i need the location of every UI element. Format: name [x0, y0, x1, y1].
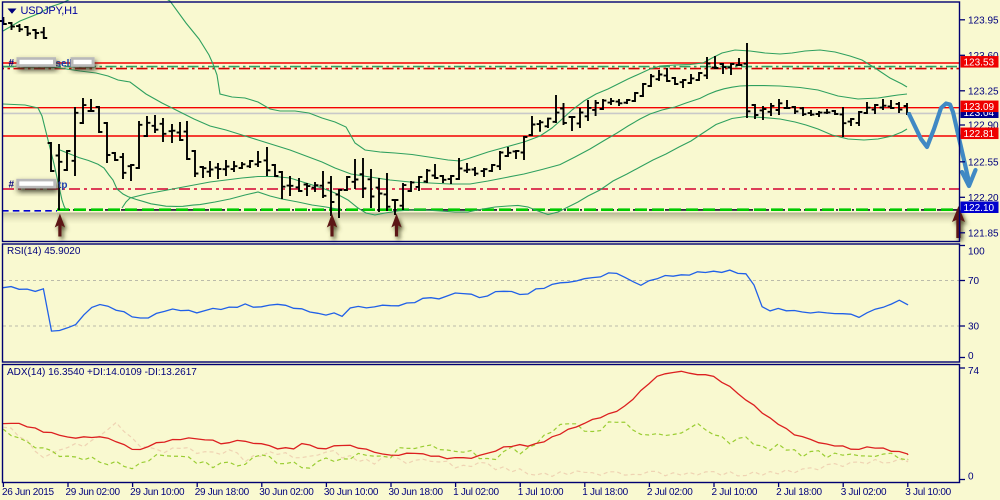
- svg-text:0: 0: [968, 471, 974, 482]
- svg-text:1 Jul 10:00: 1 Jul 10:00: [518, 487, 564, 498]
- svg-text:RSI(14) 45.9020: RSI(14) 45.9020: [7, 246, 81, 257]
- svg-text:122.55: 122.55: [968, 157, 999, 168]
- svg-text:3 Jul 02:00: 3 Jul 02:00: [841, 487, 887, 498]
- svg-text:122.20: 122.20: [968, 193, 999, 204]
- svg-text:74: 74: [968, 366, 980, 377]
- svg-text:1 Jul 18:00: 1 Jul 18:00: [582, 487, 628, 498]
- svg-text:sell: sell: [56, 59, 73, 70]
- svg-text:122.81: 122.81: [964, 129, 995, 140]
- svg-text:123.04: 123.04: [964, 108, 995, 119]
- svg-text:2 Jul 02:00: 2 Jul 02:00: [647, 487, 693, 498]
- svg-text:122.10: 122.10: [964, 203, 995, 214]
- svg-text:123.95: 123.95: [968, 15, 999, 26]
- svg-text:123.09: 123.09: [964, 102, 995, 113]
- svg-text:#: #: [9, 179, 15, 190]
- svg-text:ADX(14) 16.3540 +DI:14.0109 -D: ADX(14) 16.3540 +DI:14.0109 -DI:13.2617: [7, 367, 197, 378]
- svg-text:29 Jun 02:00: 29 Jun 02:00: [66, 487, 121, 498]
- svg-text:2 Jul 18:00: 2 Jul 18:00: [776, 487, 822, 498]
- svg-text:29 Jun 10:00: 29 Jun 10:00: [130, 487, 185, 498]
- svg-text:#: #: [9, 58, 15, 69]
- svg-text:121.85: 121.85: [968, 228, 999, 239]
- svg-text:122.90: 122.90: [968, 121, 999, 132]
- svg-text:30 Jun 18:00: 30 Jun 18:00: [389, 487, 444, 498]
- svg-text:123.25: 123.25: [968, 86, 999, 97]
- svg-text:3 Jul 10:00: 3 Jul 10:00: [905, 487, 951, 498]
- svg-text:1 Jul 02:00: 1 Jul 02:00: [453, 487, 499, 498]
- svg-text:30 Jun 02:00: 30 Jun 02:00: [259, 487, 314, 498]
- svg-text:70: 70: [968, 276, 980, 287]
- svg-text:2 Jul 10:00: 2 Jul 10:00: [712, 487, 758, 498]
- svg-text:100: 100: [968, 246, 985, 257]
- svg-text:30: 30: [968, 322, 980, 333]
- svg-text:26 Jun 2015: 26 Jun 2015: [2, 487, 54, 498]
- svg-text:30 Jun 10:00: 30 Jun 10:00: [324, 487, 379, 498]
- svg-text:29 Jun 18:00: 29 Jun 18:00: [195, 487, 250, 498]
- svg-text:123.53: 123.53: [964, 58, 995, 69]
- svg-text:0: 0: [968, 351, 974, 362]
- svg-text:tp: tp: [58, 180, 67, 191]
- svg-text:USDJPY,H1: USDJPY,H1: [21, 5, 78, 17]
